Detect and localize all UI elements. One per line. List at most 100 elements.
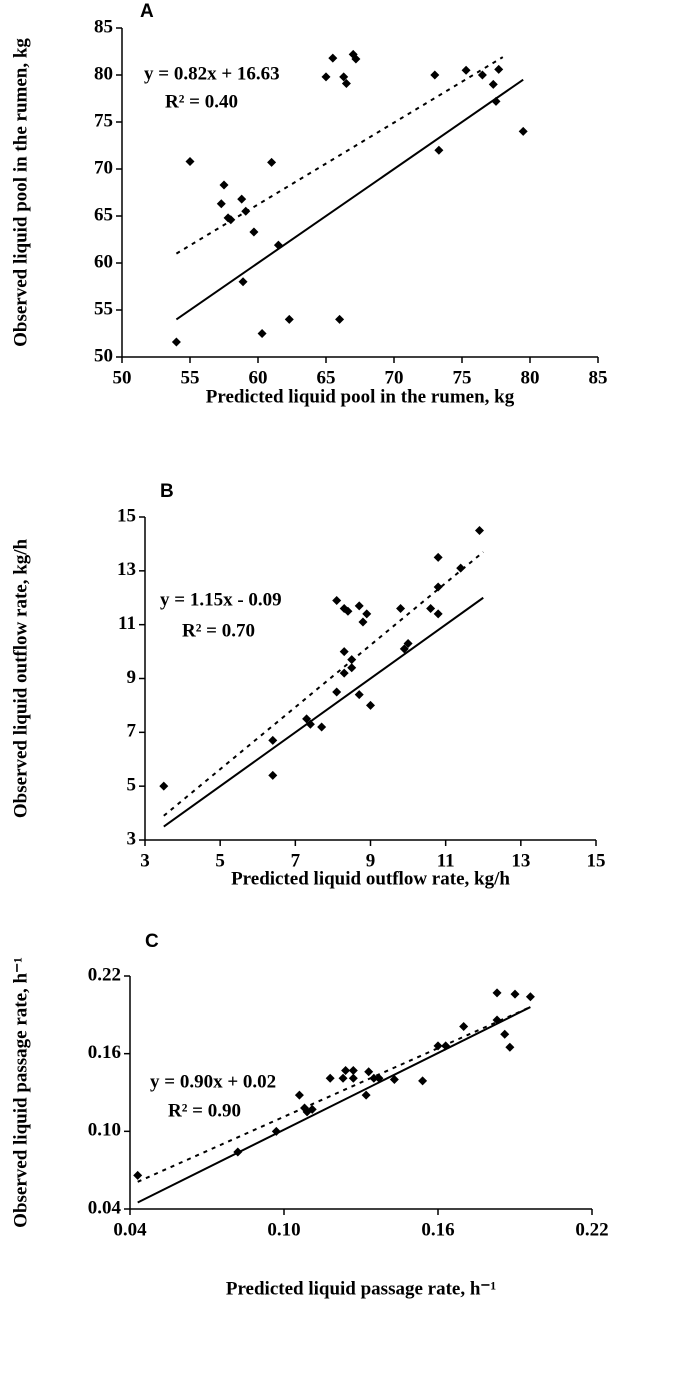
y-tick-label: 0.22	[88, 964, 121, 985]
point	[341, 78, 351, 88]
x-axis-label: Predicted liquid outflow rate, kg/h	[231, 868, 510, 889]
annotation: y = 0.82x + 16.63	[144, 63, 280, 84]
point	[505, 1042, 515, 1052]
x-tick-label: 85	[589, 367, 608, 388]
point	[294, 1090, 304, 1100]
annotation: R² = 0.40	[165, 91, 238, 112]
point	[351, 54, 361, 64]
point	[399, 644, 409, 654]
x-tick-label: 60	[249, 367, 268, 388]
point	[500, 1029, 510, 1039]
x-tick-label: 11	[437, 850, 455, 871]
x-tick-label: 7	[291, 850, 301, 871]
point	[317, 722, 327, 732]
point	[133, 1170, 143, 1180]
point	[271, 1126, 281, 1136]
y-tick-label: 15	[117, 505, 136, 526]
point	[354, 690, 364, 700]
point	[369, 1073, 379, 1083]
x-tick-label: 75	[453, 367, 472, 388]
point	[237, 194, 247, 204]
point	[339, 647, 349, 657]
point	[418, 1076, 428, 1086]
x-tick-label: 80	[521, 367, 540, 388]
y-tick-label: 55	[94, 298, 113, 319]
point	[491, 96, 501, 106]
point	[338, 1073, 348, 1083]
point	[241, 206, 251, 216]
x-tick-label: 0.10	[267, 1219, 300, 1240]
x-tick-label: 70	[385, 367, 404, 388]
point	[433, 609, 443, 619]
point	[430, 70, 440, 80]
point	[238, 277, 248, 287]
x-tick-label: 15	[587, 850, 606, 871]
point	[396, 604, 406, 614]
x-tick-label: 0.16	[421, 1219, 454, 1240]
point	[366, 700, 375, 710]
y-tick-label: 5	[127, 775, 137, 796]
y-tick-label: 85	[94, 16, 113, 37]
x-tick-label: 13	[511, 850, 530, 871]
y-tick-label: 3	[127, 828, 137, 849]
point	[339, 668, 349, 678]
point	[249, 227, 259, 237]
annotation: R² = 0.90	[168, 1100, 241, 1121]
point	[216, 199, 226, 209]
point	[459, 1021, 469, 1031]
x-axis-label: Predicted liquid passage rate, h⁻¹	[226, 1278, 496, 1299]
point	[433, 1041, 443, 1051]
point	[362, 609, 372, 619]
point	[389, 1075, 399, 1085]
point	[348, 1065, 358, 1075]
x-tick-label: 3	[140, 850, 150, 871]
point	[226, 215, 236, 225]
panel-title: C	[145, 931, 159, 952]
y-tick-label: 9	[127, 667, 137, 688]
panel-title: A	[140, 1, 154, 22]
point	[321, 72, 331, 82]
solid-line	[163, 596, 484, 828]
point	[325, 1073, 335, 1083]
dashed-line	[137, 1006, 531, 1183]
annotation: y = 0.90x + 0.02	[150, 1071, 276, 1092]
point	[343, 606, 353, 616]
y-tick-label: 7	[127, 721, 137, 742]
point	[341, 1065, 351, 1075]
point	[332, 687, 342, 697]
point	[347, 663, 357, 673]
point	[159, 781, 169, 791]
point	[494, 64, 504, 74]
y-tick-label: 0.04	[88, 1197, 122, 1218]
y-tick-label: 0.16	[88, 1042, 121, 1063]
point	[374, 1073, 384, 1083]
point	[354, 601, 364, 611]
point	[426, 604, 436, 614]
point	[441, 1041, 451, 1051]
point	[358, 617, 368, 627]
y-axis-label: Observed liquid pool in the rumen, kg	[10, 38, 31, 347]
point	[510, 989, 520, 999]
x-tick-label: 5	[215, 850, 225, 871]
point	[347, 655, 357, 665]
point	[492, 988, 502, 998]
point	[456, 563, 466, 573]
point	[171, 337, 181, 347]
point	[302, 714, 312, 724]
y-tick-label: 60	[94, 251, 113, 272]
point	[257, 329, 267, 338]
point	[267, 157, 277, 167]
point	[335, 314, 345, 324]
y-axis-label: Observed liquid outflow rate, kg/h	[10, 538, 31, 818]
annotation: y = 1.15x - 0.09	[160, 589, 282, 610]
y-tick-label: 80	[94, 63, 113, 84]
point	[474, 525, 484, 535]
x-tick-label: 65	[317, 367, 336, 388]
point	[328, 53, 338, 63]
point	[461, 65, 471, 75]
dashed-line	[163, 551, 484, 817]
x-tick-label: 0.22	[575, 1219, 608, 1240]
point	[434, 145, 444, 155]
solid-line	[175, 78, 524, 321]
y-tick-label: 75	[94, 110, 113, 131]
